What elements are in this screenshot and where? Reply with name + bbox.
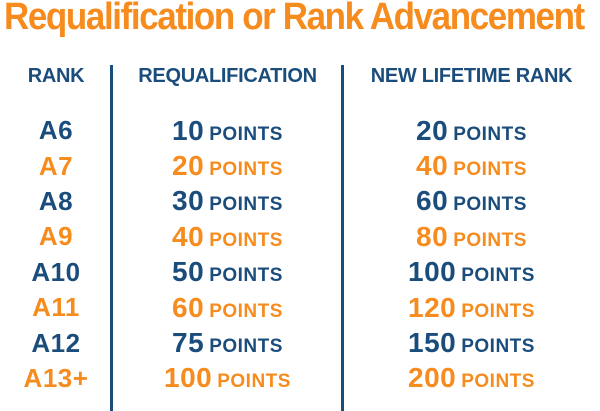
table-row: A12 75 POINTS 150 POINTS	[0, 325, 600, 360]
points-label: POINTS	[461, 336, 535, 358]
table-row: A9 40 POINTS 80 POINTS	[0, 219, 600, 254]
table-row: A8 30 POINTS 60 POINTS	[0, 184, 600, 219]
requalification-points-cell: 75 POINTS	[112, 327, 343, 359]
points-label: POINTS	[453, 194, 527, 216]
points-value: 50	[172, 256, 205, 288]
points-label: POINTS	[453, 159, 527, 181]
new-lifetime-points-cell: 100 POINTS	[343, 256, 600, 288]
points-value: 60	[172, 291, 205, 323]
points-label: POINTS	[209, 336, 283, 358]
table-header-row: RANK REQUALIFICATION NEW LIFETIME RANK	[0, 65, 600, 87]
new-lifetime-points-cell: 40 POINTS	[343, 150, 600, 182]
points-label: POINTS	[209, 265, 283, 287]
rank-cell: A9	[38, 221, 74, 252]
points-value: 10	[172, 114, 205, 146]
requalification-points-cell: 100 POINTS	[112, 362, 343, 394]
points-label: POINTS	[209, 194, 283, 216]
points-value: 60	[416, 185, 449, 217]
new-lifetime-points-cell: 60 POINTS	[343, 185, 600, 217]
requalification-points-cell: 20 POINTS	[112, 150, 343, 182]
requalification-points-cell: 40 POINTS	[112, 221, 343, 253]
table-row: A6 10 POINTS 20 POINTS	[0, 113, 600, 148]
points-value: 80	[416, 220, 449, 252]
points-value: 40	[172, 220, 205, 252]
column-divider	[341, 65, 344, 411]
new-lifetime-points-cell: 200 POINTS	[343, 362, 600, 394]
new-lifetime-points-cell: 20 POINTS	[343, 115, 600, 147]
points-label: POINTS	[209, 159, 283, 181]
points-label: POINTS	[453, 123, 527, 145]
points-label: POINTS	[217, 371, 291, 393]
points-value: 40	[416, 150, 449, 182]
points-value: 75	[172, 327, 205, 359]
rank-cell: A11	[32, 292, 80, 323]
rank-cell: A7	[38, 150, 74, 181]
table-body: A6 10 POINTS 20 POINTS A7 20 POINTS 40 POINT…	[0, 113, 600, 396]
rank-cell: A13+	[23, 362, 89, 393]
table-row: A13+ 100 POINTS 200 POINTS	[0, 361, 600, 396]
points-value: 150	[408, 327, 457, 359]
points-label: POINTS	[461, 265, 535, 287]
points-label: POINTS	[209, 123, 283, 145]
table-row: A10 50 POINTS 100 POINTS	[0, 255, 600, 290]
points-label: POINTS	[453, 229, 527, 251]
rank-cell: A8	[38, 185, 74, 216]
rank-cell: A6	[38, 115, 74, 146]
points-value: 100	[408, 256, 457, 288]
requalification-points-cell: 10 POINTS	[112, 115, 343, 147]
table-row: A7 20 POINTS 40 POINTS	[0, 148, 600, 183]
requalification-points-cell: 30 POINTS	[112, 185, 343, 217]
points-value: 20	[416, 114, 449, 146]
requalification-points-cell: 50 POINTS	[112, 256, 343, 288]
points-value: 200	[408, 362, 457, 394]
column-header-new-lifetime-rank: NEW LIFETIME RANK	[370, 65, 573, 87]
points-value: 20	[172, 150, 205, 182]
points-value: 100	[164, 362, 213, 394]
new-lifetime-points-cell: 150 POINTS	[343, 327, 600, 359]
points-label: POINTS	[461, 371, 535, 393]
column-divider	[110, 65, 113, 411]
table-row: A11 60 POINTS 120 POINTS	[0, 290, 600, 325]
page-title: Requalification or Rank Advancement	[4, 0, 585, 38]
requalification-points-cell: 60 POINTS	[112, 292, 343, 324]
column-header-requalification: REQUALIFICATION	[138, 65, 317, 87]
new-lifetime-points-cell: 80 POINTS	[343, 221, 600, 253]
rank-cell: A12	[31, 327, 81, 358]
column-header-rank: RANK	[27, 65, 85, 87]
points-value: 120	[408, 291, 457, 323]
points-label: POINTS	[461, 300, 535, 322]
rank-cell: A10	[31, 256, 81, 287]
points-label: POINTS	[209, 229, 283, 251]
new-lifetime-points-cell: 120 POINTS	[343, 292, 600, 324]
points-value: 30	[172, 185, 205, 217]
points-label: POINTS	[209, 300, 283, 322]
